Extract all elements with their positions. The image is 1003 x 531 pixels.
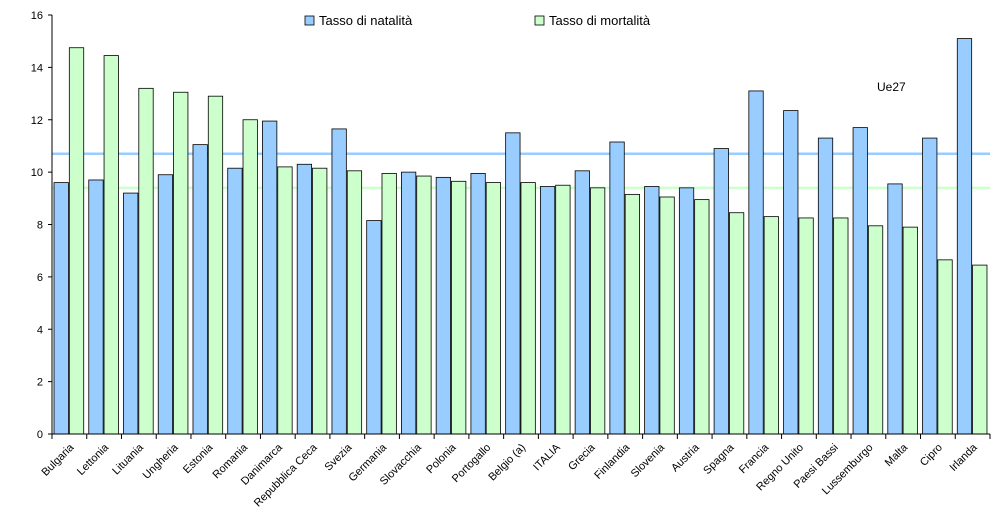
bars bbox=[53, 38, 988, 435]
bar-mortalita-7 bbox=[312, 167, 328, 435]
x-tick-label: Svezia bbox=[323, 441, 355, 473]
bar-natalita-6 bbox=[262, 120, 278, 435]
bar-natalita-23 bbox=[852, 127, 868, 435]
bar-natalita-24 bbox=[887, 183, 903, 435]
x-tick-label: Grecia bbox=[566, 441, 598, 473]
bar-mortalita-26 bbox=[972, 264, 988, 435]
bar-mortalita-1 bbox=[103, 55, 119, 435]
bar-natalita-17 bbox=[644, 186, 660, 435]
x-tick-label: Estonia bbox=[181, 441, 216, 476]
bar-natalita-7 bbox=[296, 163, 313, 435]
y-tick-label: 16 bbox=[31, 10, 43, 22]
bar-mortalita-24 bbox=[902, 226, 918, 435]
bar-mortalita-3 bbox=[173, 91, 189, 435]
bar-natalita-8 bbox=[331, 128, 347, 435]
bar-mortalita-21 bbox=[798, 217, 814, 435]
x-tick-label: Belgio (a) bbox=[486, 442, 528, 484]
y-tick-label: 6 bbox=[37, 272, 43, 284]
bar-natalita-26 bbox=[956, 38, 973, 435]
legend-label-mortalita: Tasso di mortalità bbox=[549, 13, 651, 28]
bar-mortalita-14 bbox=[555, 184, 571, 435]
bar-natalita-19 bbox=[713, 148, 729, 435]
bar-natalita-21 bbox=[783, 110, 799, 435]
bar-natalita-14 bbox=[539, 186, 556, 435]
bar-natalita-0 bbox=[53, 182, 69, 435]
bar-mortalita-4 bbox=[207, 95, 224, 435]
x-tick-label: Spagna bbox=[701, 441, 737, 477]
x-tick-label: Slovenia bbox=[629, 441, 668, 480]
bar-mortalita-18 bbox=[694, 199, 710, 435]
bar-natalita-5 bbox=[227, 167, 243, 435]
bar-mortalita-22 bbox=[833, 217, 849, 435]
bar-natalita-20 bbox=[748, 90, 764, 435]
x-tick-label: Irlanda bbox=[947, 441, 980, 474]
bar-mortalita-11 bbox=[451, 180, 467, 435]
x-tick-label: Cipro bbox=[918, 442, 945, 469]
legend: Tasso di natalità Tasso di mortalità bbox=[304, 13, 651, 28]
bar-mortalita-5 bbox=[242, 119, 258, 435]
y-tick-label: 0 bbox=[37, 429, 43, 441]
x-tick-label: Bulgaria bbox=[39, 441, 77, 479]
bar-mortalita-20 bbox=[763, 216, 779, 435]
bar-natalita-22 bbox=[817, 137, 834, 435]
bar-natalita-18 bbox=[678, 187, 695, 435]
bar-mortalita-0 bbox=[68, 47, 85, 435]
bar-mortalita-13 bbox=[520, 182, 536, 435]
x-tick-label: Francia bbox=[737, 441, 772, 476]
bar-natalita-13 bbox=[505, 132, 521, 435]
y-tick-label: 12 bbox=[31, 115, 43, 127]
bar-mortalita-16 bbox=[624, 193, 640, 435]
bar-mortalita-19 bbox=[728, 212, 745, 435]
bar-natalita-2 bbox=[123, 192, 139, 435]
bar-mortalita-15 bbox=[590, 187, 606, 435]
y-axis-ticks: 0 2 4 6 8 10 12 14 16 bbox=[31, 10, 52, 441]
legend-label-natalita: Tasso di natalità bbox=[319, 13, 413, 28]
bar-natalita-25 bbox=[922, 137, 938, 435]
ue27-annotation: Ue27 bbox=[877, 80, 906, 94]
x-tick-label: Repubblica Ceca bbox=[252, 441, 320, 509]
bar-natalita-11 bbox=[435, 176, 451, 435]
bar-mortalita-9 bbox=[381, 173, 397, 435]
bar-mortalita-25 bbox=[937, 259, 953, 435]
bar-mortalita-10 bbox=[416, 175, 432, 435]
x-tick-label: Austria bbox=[669, 441, 702, 474]
bar-natalita-16 bbox=[609, 141, 625, 435]
x-tick-label: Finlandia bbox=[592, 441, 633, 482]
x-tick-label: Polonia bbox=[424, 441, 459, 476]
bar-mortalita-8 bbox=[346, 170, 363, 435]
y-tick-label: 4 bbox=[37, 324, 43, 336]
x-tick-label: Malta bbox=[883, 441, 911, 469]
bar-natalita-9 bbox=[366, 220, 382, 435]
bar-natalita-3 bbox=[157, 174, 174, 435]
y-tick-label: 8 bbox=[37, 220, 43, 232]
bar-natalita-1 bbox=[88, 179, 104, 435]
bar-mortalita-6 bbox=[277, 166, 293, 435]
legend-swatch-mortalita bbox=[534, 15, 545, 26]
bar-mortalita-12 bbox=[485, 182, 502, 435]
bar-natalita-15 bbox=[574, 170, 590, 435]
y-tick-label: 14 bbox=[31, 62, 43, 74]
bar-natalita-10 bbox=[401, 171, 417, 435]
y-tick-label: 2 bbox=[37, 377, 43, 389]
legend-swatch-natalita bbox=[304, 15, 315, 26]
bar-mortalita-2 bbox=[138, 87, 154, 435]
bar-natalita-12 bbox=[470, 173, 486, 435]
y-tick-label: 10 bbox=[31, 167, 43, 179]
x-tick-label: Ungheria bbox=[141, 441, 182, 482]
x-tick-label: Lettonia bbox=[75, 441, 112, 478]
x-tick-label: ITALIA bbox=[531, 441, 563, 473]
bar-natalita-4 bbox=[192, 144, 208, 435]
bar-mortalita-17 bbox=[659, 196, 675, 435]
bar-mortalita-23 bbox=[867, 225, 884, 435]
